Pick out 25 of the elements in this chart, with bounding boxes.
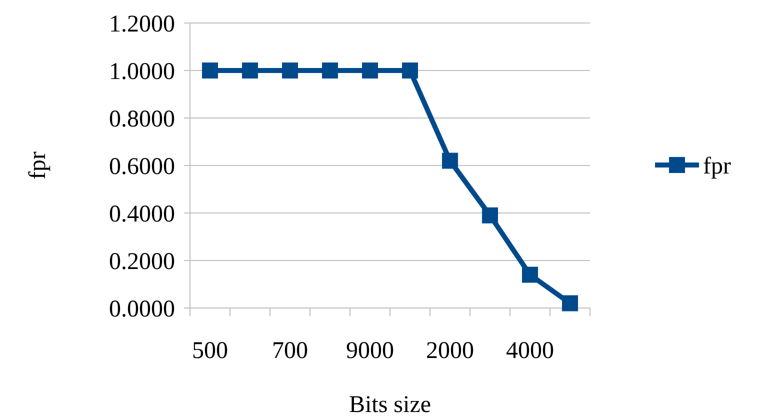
point [522, 266, 538, 283]
point [362, 62, 378, 78]
x-tick-label: 2000 [426, 338, 474, 364]
y-tick-label: 1.2000 [109, 11, 175, 38]
y-tick-label: 0.6000 [109, 154, 175, 180]
point [322, 62, 338, 78]
point [202, 62, 218, 78]
x-axis-title: Bits size [349, 392, 431, 417]
point [482, 207, 498, 224]
point [562, 295, 578, 312]
x-tick-label: 700 [272, 338, 308, 364]
point [402, 62, 418, 78]
x-tick-label: 4000 [506, 338, 554, 364]
y-tick-label: 0.2000 [109, 248, 175, 275]
y-tick-label: 1.0000 [109, 58, 175, 85]
point [442, 152, 458, 169]
point [242, 62, 258, 78]
y-tick-label: 0.4000 [109, 201, 175, 228]
y-axis-title: fpr [25, 152, 51, 180]
point [282, 62, 298, 78]
x-tick-label: 500 [192, 338, 228, 364]
y-tick-label: 0.8000 [109, 106, 175, 132]
legend-label: fpr [703, 153, 731, 180]
x-tick-label: 9000 [346, 338, 394, 364]
y-tick-label: 0.0000 [109, 296, 175, 322]
